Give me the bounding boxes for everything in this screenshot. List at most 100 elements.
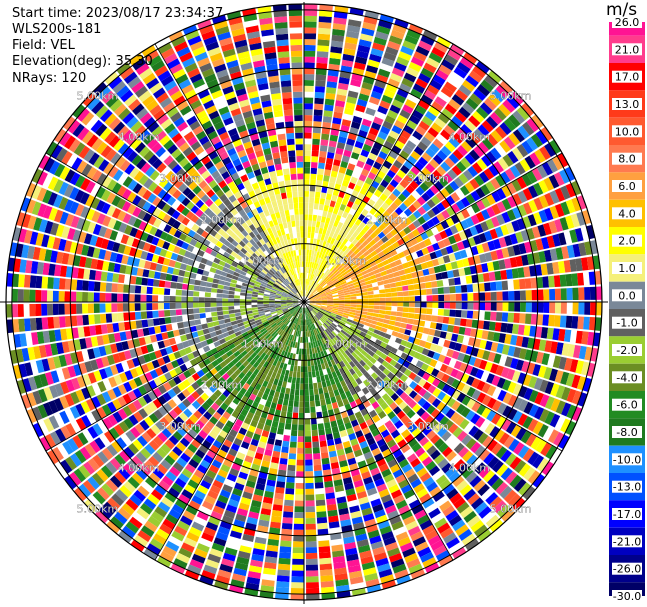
range-gate [494,270,502,281]
range-gate [384,288,392,293]
range-gate [312,289,317,295]
range-gate [350,419,359,428]
range-gate [365,157,375,167]
range-gate [356,298,363,302]
range-gate [532,421,544,435]
range-gate [333,261,339,267]
range-gate [308,249,312,256]
range-gate [374,302,380,306]
range-gate [337,454,347,462]
range-gate [419,472,432,483]
range-gate [344,304,351,307]
range-gate [194,279,201,286]
range-gate [330,332,336,339]
range-gate [264,375,271,383]
range-gate [128,294,135,302]
range-gate [257,525,269,533]
range-gate [275,592,289,600]
range-gate [229,282,237,288]
range-gate [258,416,267,425]
range-gate [313,250,318,257]
range-gate [283,332,289,339]
range-gate [332,117,342,125]
range-gate [230,443,240,452]
range-gate [324,312,330,317]
range-gate [496,291,503,301]
range-gate [311,250,315,257]
range-gate [487,93,501,107]
range-gate [466,284,474,293]
range-gate [448,514,462,527]
range-gate [371,401,380,410]
range-gate [218,279,225,285]
range-gate [508,114,521,128]
range-gate [313,115,323,122]
range-gate [216,288,224,294]
range-gate [394,119,405,130]
range-gate [425,163,436,173]
range-gate [319,434,326,442]
range-gate [52,290,59,302]
range-gate [512,497,526,512]
range-gate [263,562,277,570]
range-gate [501,185,512,198]
range-gate [364,276,371,282]
range-gate [408,390,418,399]
range-gate [386,169,396,179]
range-gate [390,392,399,402]
range-gate [216,306,223,312]
range-gate [356,370,363,378]
range-gate [323,110,333,118]
range-gate [342,287,350,292]
range-gate [478,506,492,519]
range-gate [418,378,427,387]
range-gate [341,155,350,163]
range-gate [332,28,345,37]
range-gate [388,484,400,494]
range-gate [312,132,321,140]
range-gate [363,476,374,485]
range-gate [304,167,310,174]
range-gate [460,157,471,169]
range-gate [327,385,333,393]
range-gate [487,70,502,84]
range-gate [460,407,471,418]
range-gate [445,450,457,462]
range-gate [385,268,393,275]
range-gate [352,278,359,283]
range-gate [535,351,544,364]
range-gate [304,342,307,349]
range-gate [352,342,359,349]
range-gate [392,188,401,198]
range-gate [367,350,375,357]
range-gate [432,242,440,251]
range-gate [367,257,375,264]
range-gate [255,383,262,391]
range-gate [311,310,317,315]
range-gate [403,395,413,405]
range-gate [446,386,456,397]
range-gate [249,373,257,381]
range-gate [361,288,368,293]
range-gate [326,328,332,334]
range-gate [429,79,443,91]
range-gate [180,515,193,526]
range-gate [339,278,346,284]
range-gate [451,203,461,214]
range-gate [187,302,194,309]
range-gate [390,463,401,474]
range-gate [375,339,383,346]
range-gate [513,442,525,455]
range-gate [517,413,528,426]
range-gate [64,303,71,315]
range-gate [321,305,327,308]
range-gate [306,570,319,577]
range-gate [204,307,211,313]
range-gate [317,233,322,240]
range-gate [370,380,379,388]
range-gate [378,266,386,273]
range-gate [307,324,311,331]
range-gate [411,343,419,352]
range-gate [152,295,159,302]
range-gate [159,523,173,535]
